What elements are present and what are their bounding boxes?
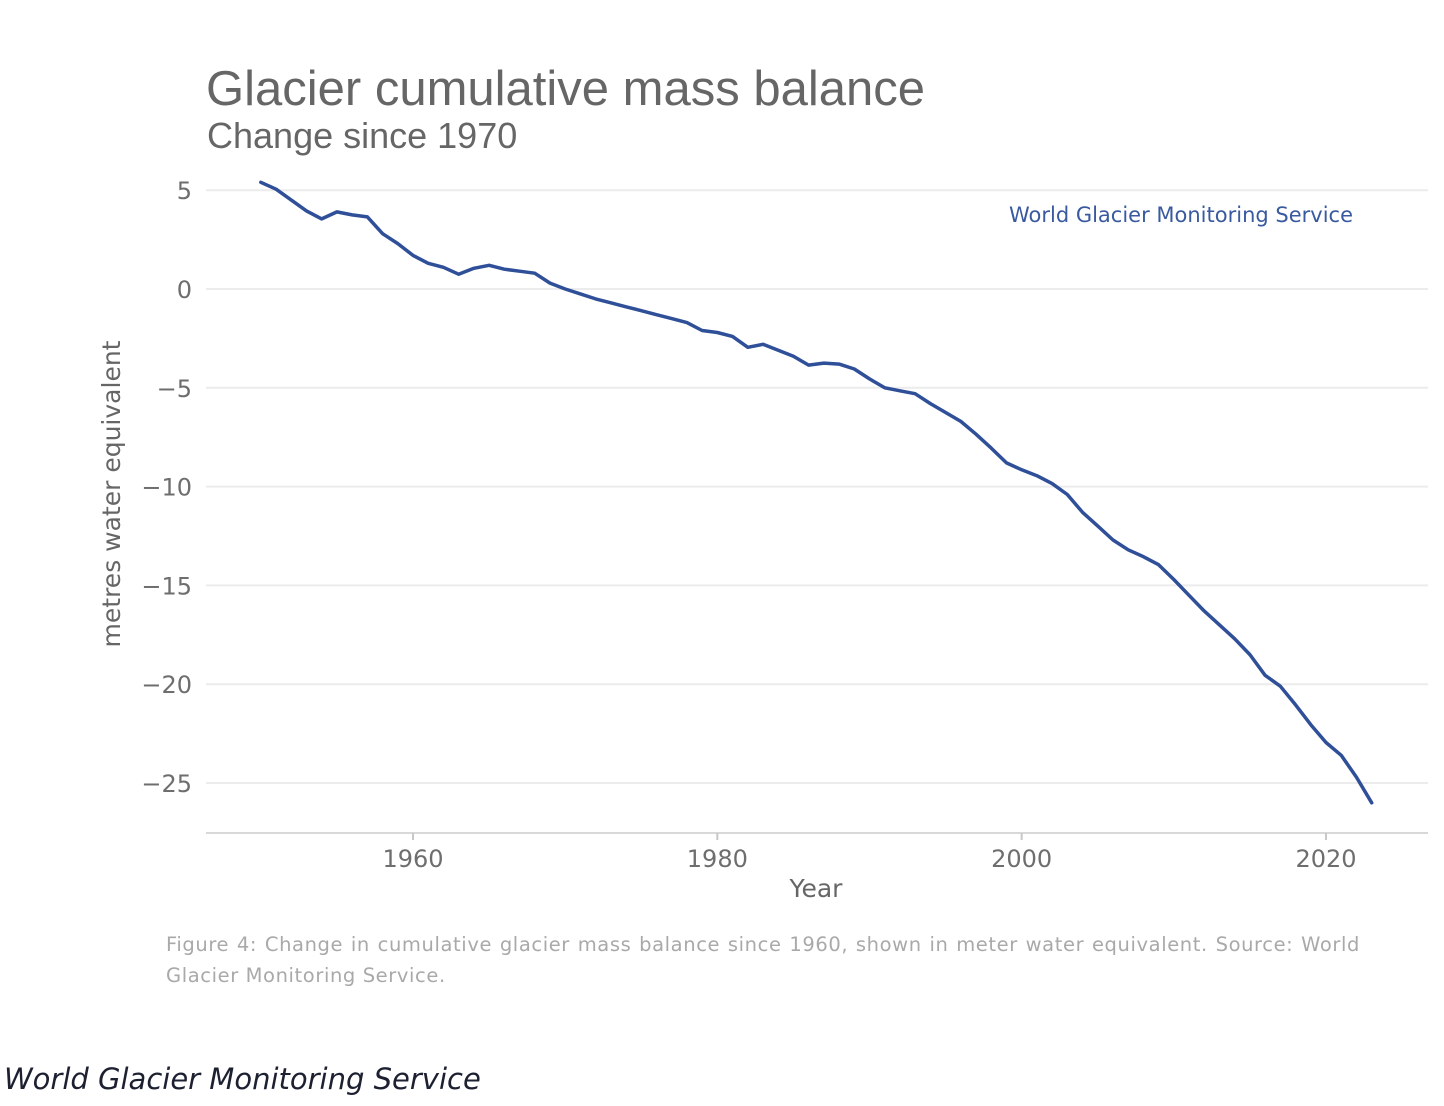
x-tick-label: 1960 xyxy=(382,845,443,873)
chart-subtitle: Change since 1970 xyxy=(207,115,517,156)
x-tick-label: 1980 xyxy=(687,845,748,873)
y-axis-title: metres water equivalent xyxy=(97,340,126,647)
y-tick-label: −20 xyxy=(141,671,192,699)
x-tick-label: 2000 xyxy=(991,845,1052,873)
series-layer xyxy=(259,180,1374,805)
y-tick-label: −25 xyxy=(141,770,192,798)
y-tick-label: 5 xyxy=(177,177,192,205)
y-tick-label: −10 xyxy=(141,474,192,502)
x-axis-ticks: 1960 1980 2000 2020 xyxy=(382,833,1357,873)
y-tick-label: 0 xyxy=(177,276,192,304)
y-tick-label: −15 xyxy=(141,572,192,600)
figure-caption: Figure 4: Change in cumulative glacier m… xyxy=(166,933,1360,987)
x-tick-label: 2020 xyxy=(1295,845,1356,873)
y-tick-label: −5 xyxy=(157,375,192,403)
chart-title: Glacier cumulative mass balance xyxy=(206,62,925,116)
series-line xyxy=(259,180,1374,805)
source-credit: World Glacier Monitoring Service xyxy=(4,1062,481,1096)
gridlines xyxy=(206,189,1428,784)
x-axis-title: Year xyxy=(789,874,844,903)
y-axis-ticks: 5 0 −5 −10 −15 −20 −25 xyxy=(141,177,192,798)
chart: Glacier cumulative mass balance Change s… xyxy=(97,62,1428,903)
legend-label: World Glacier Monitoring Service xyxy=(1009,203,1353,227)
